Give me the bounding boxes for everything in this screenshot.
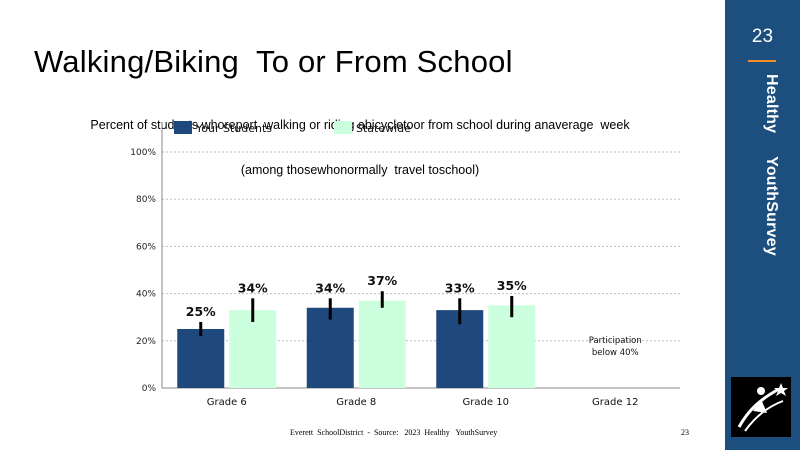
- slide-title: Walking/Biking To or From School: [34, 44, 513, 79]
- y-tick-label: 40%: [136, 290, 156, 300]
- footer-page-number: 23: [681, 428, 689, 437]
- legend-swatch: [334, 121, 352, 134]
- y-tick-label: 0%: [142, 384, 157, 394]
- data-label: 33%: [445, 280, 475, 295]
- legend-label: Your Students: [195, 122, 272, 135]
- bar-chart: 0% 20% 40% 60% 80% 100% Grade 6 25% 34% Grade 8 34…: [130, 121, 680, 408]
- bar: [229, 310, 277, 388]
- x-tick-label: Grade 8: [336, 397, 376, 408]
- annotation-text: Participation: [589, 336, 642, 346]
- data-label: 37%: [367, 273, 397, 288]
- subtitle-line-1: Percent of students whoreport walking or…: [90, 118, 630, 132]
- annotation-text: below 40%: [592, 348, 639, 358]
- bar: [177, 329, 225, 388]
- y-tick-label: 20%: [136, 337, 156, 347]
- accent-line: [748, 60, 776, 62]
- data-label: 34%: [315, 280, 345, 295]
- x-tick-label: Grade 12: [592, 397, 638, 408]
- x-tick-label: Grade 6: [207, 397, 247, 408]
- y-tick-label: 100%: [130, 148, 156, 158]
- footer-source: Everett SchoolDistrict - Source: 2023 He…: [290, 428, 498, 437]
- bar: [358, 300, 406, 388]
- legend-label: Statewide: [356, 122, 411, 135]
- y-tick-label: 60%: [136, 242, 156, 252]
- bar: [488, 305, 536, 388]
- data-label: 34%: [238, 280, 268, 295]
- chart-subtitle: Percent of students whoreport walking or…: [60, 88, 660, 193]
- sidebar-survey-title: Healthy YouthSurvey: [763, 74, 780, 256]
- sidebar: 23 Healthy YouthSurvey: [725, 0, 800, 450]
- data-label: 35%: [497, 278, 527, 293]
- legend-swatch: [174, 121, 192, 134]
- survey-logo: [731, 377, 791, 437]
- sidebar-page-number: 23: [751, 26, 774, 47]
- y-tick-label: 80%: [136, 195, 156, 205]
- survey-logo-icon: [737, 383, 788, 432]
- x-tick-label: Grade 10: [463, 397, 509, 408]
- bar: [306, 307, 354, 388]
- data-label: 25%: [186, 304, 216, 319]
- subtitle-line-2: (among thosewhonormally travel toschool): [240, 163, 480, 177]
